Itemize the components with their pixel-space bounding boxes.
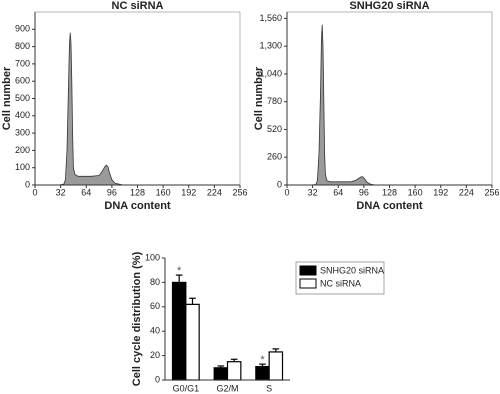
bar (213, 367, 229, 381)
y-tick-label: 300 (15, 127, 30, 137)
x-tick-label: 64 (333, 187, 343, 197)
annotation: * (260, 354, 265, 366)
x-tick-label: 192 (433, 187, 448, 197)
y-tick-label: 800 (15, 41, 30, 51)
histogram-area (287, 24, 492, 186)
y-tick-label: 60 (150, 301, 160, 311)
bar (226, 361, 242, 381)
y-axis-label: Cell number (253, 66, 265, 130)
legend-label: SNHG20 siRNA (320, 265, 384, 275)
bar (185, 303, 200, 381)
legend-swatch (299, 265, 317, 276)
y-tick-label: 1,300 (259, 41, 282, 51)
y-axis-label: Cell cycle distribution (%) (131, 251, 143, 386)
x-tick-label: 96 (359, 187, 369, 197)
x-tick-label: G2/M (216, 383, 238, 393)
x-tick-label: 32 (56, 187, 66, 197)
x-tick-label: 256 (484, 187, 499, 197)
y-tick-label: 900 (15, 24, 30, 34)
x-tick-label: 224 (459, 187, 474, 197)
x-tick-label: 192 (181, 187, 196, 197)
annotation: * (177, 265, 182, 277)
bar (171, 281, 187, 381)
x-tick-label: 128 (130, 187, 145, 197)
y-tick-label: 100 (15, 162, 30, 172)
x-tick-label: 256 (232, 187, 247, 197)
x-tick-label: G0/G1 (173, 383, 200, 393)
y-tick-label: 520 (267, 124, 282, 134)
y-tick-label: 0 (25, 179, 30, 189)
legend-swatch (299, 278, 317, 289)
y-tick-label: 700 (15, 58, 30, 68)
x-tick-label: 0 (284, 187, 289, 197)
y-tick-label: 40 (150, 326, 160, 336)
histogram-area (35, 32, 240, 186)
y-axis-label: Cell number (1, 66, 13, 130)
x-tick-label: S (266, 383, 272, 393)
y-tick-label: 400 (15, 110, 30, 120)
y-tick-label: 1,560 (259, 13, 282, 23)
x-tick-label: 0 (32, 187, 37, 197)
y-tick-label: 100 (145, 252, 160, 262)
x-tick-label: 32 (308, 187, 318, 197)
y-tick-label: 0 (155, 374, 160, 384)
bar (268, 351, 284, 381)
legend-label: NC siRNA (320, 278, 361, 288)
y-tick-label: 260 (267, 152, 282, 162)
y-tick-label: 80 (150, 277, 160, 287)
plot-frame (34, 11, 241, 186)
y-tick-label: 20 (150, 350, 160, 360)
x-axis-label: DNA content (356, 200, 423, 212)
x-tick-label: 224 (207, 187, 222, 197)
y-tick-label: 1,040 (259, 68, 282, 78)
y-tick-label: 500 (15, 93, 30, 103)
x-tick-label: 96 (107, 187, 117, 197)
y-tick-label: 600 (15, 76, 30, 86)
chart-title: SNHG20 siRNA (349, 0, 429, 12)
x-tick-label: 128 (382, 187, 397, 197)
y-tick-label: 0 (277, 179, 282, 189)
plot-frame (286, 11, 493, 186)
x-tick-label: 160 (156, 187, 171, 197)
y-tick-label: 780 (267, 96, 282, 106)
chart-title: NC siRNA (112, 0, 164, 12)
y-tick-label: 200 (15, 145, 30, 155)
bar (255, 365, 270, 381)
x-axis-label: DNA content (104, 200, 171, 212)
x-tick-label: 64 (81, 187, 91, 197)
x-tick-label: 160 (408, 187, 423, 197)
